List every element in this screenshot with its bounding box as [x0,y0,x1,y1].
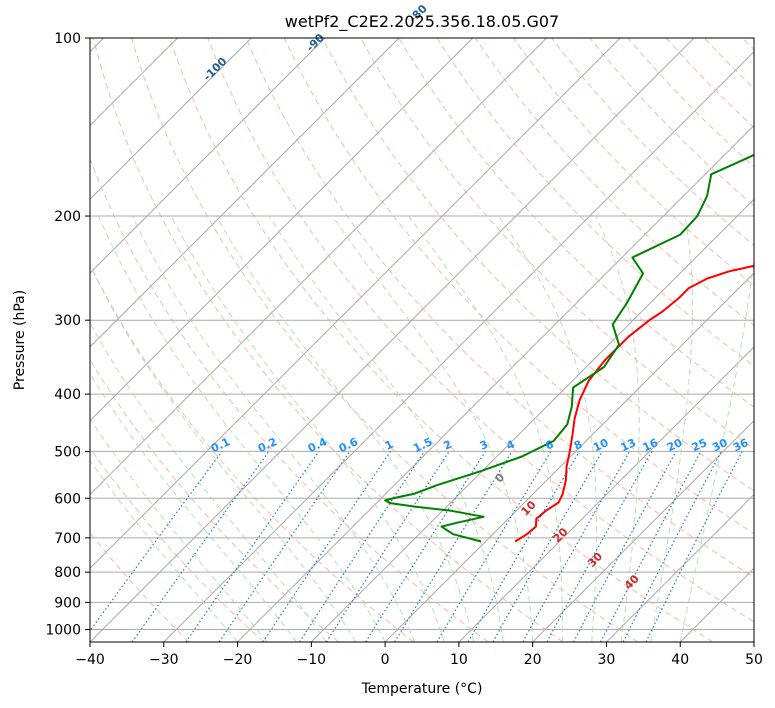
dry-adiabat-line [90,263,414,642]
dry-adiabat-line [131,38,639,642]
x-tick-label: −10 [297,652,327,668]
moist-adiabat-line [408,215,563,642]
isotherm-line [384,272,754,642]
axis-ticks: −40 −30 −20 −10 0 10 20 30 40 50 100 200 300 400 500 60… [45,31,763,668]
isotherm-line [532,419,754,642]
moist-adiabat-line [650,215,693,642]
y-tick-label: 600 [54,491,81,507]
mixing-ratio-label: 25 [690,436,709,454]
mixing-ratio-line [325,451,450,642]
moist-adiabat-line [90,459,238,642]
mixing-ratio-line [218,451,351,642]
mixing-ratio-label: 30 [710,436,730,454]
mixing-ratio-line [572,451,677,642]
y-axis-label: Pressure (hPa) [12,290,28,390]
x-tick-label: −30 [149,652,179,668]
x-tick-label: 50 [745,652,763,668]
y-tick-label: 300 [54,313,81,329]
isotherm-line [90,38,326,274]
moist-adiabat-line [332,215,534,642]
moist-adiabat-line [90,264,357,642]
dry-adiabat-line [92,38,564,642]
mixing-ratio-line [131,451,270,642]
mixing-ratio-label: 36 [731,436,751,454]
moist-adiabat-line [90,322,327,642]
dry-adiabat-line [245,38,754,578]
x-tick-label: 20 [524,652,542,668]
y-tick-label: 700 [54,531,81,547]
y-tick-label: 100 [54,31,81,47]
moist-adiabat-line [98,215,386,642]
mixing-ratio-line [436,451,552,642]
x-tick-label: 30 [598,652,616,668]
x-axis-label: Temperature (°C) [361,681,483,697]
moist-adiabat-line [170,215,445,642]
dry-adiabat-line [90,447,265,642]
isotherm-line [606,493,754,642]
moist-adiabat-line [90,372,297,642]
dry-adiabat-line [283,38,754,535]
mixing-ratio-line [394,451,513,642]
mixing-ratio-line [90,451,223,632]
dry-adiabat-line [207,38,754,623]
moist-adiabat-line [268,215,504,642]
isotherm-line [237,124,754,642]
isotherm-line [90,38,695,642]
moist-adiabat-line [215,215,475,642]
y-tick-label: 400 [54,387,81,403]
mixing-ratio-label: 10 [591,436,611,454]
mixing-ratio-line [365,451,486,642]
y-tick-label: 1000 [45,622,81,638]
isotherm-line [458,346,754,642]
dry-adiabat-line [627,38,754,168]
dry-adiabat-line [360,38,754,450]
dry-adiabat-line [512,38,754,286]
data-series [384,153,754,543]
y-tick-label: 800 [54,565,81,581]
dry-adiabat-line [551,38,754,246]
dry-adiabat-line [322,38,754,492]
x-tick-label: −20 [223,652,253,668]
moist-adiabat-line [132,215,416,642]
isotherm-line [90,38,547,496]
moist-adiabat-line [90,417,268,642]
mixing-ratio-label: 20 [665,436,685,454]
isotherm-line [90,38,621,569]
dry-adiabat-line [398,38,754,408]
x-tick-label: 0 [381,652,390,668]
isotherm-line [90,38,252,201]
y-tick-label: 900 [54,595,81,611]
moist-adiabat-line [679,254,754,642]
mixing-ratio-label: 16 [641,436,661,454]
mixing-ratio-line [546,451,653,642]
dry-adiabat-line [436,38,754,367]
mixing-ratio-label: 13 [619,436,638,454]
mixing-ratio-line [467,451,581,642]
isotherm-line [90,38,474,422]
y-tick-label: 500 [54,444,81,460]
plot-frame [89,37,755,643]
y-tick-label: 200 [54,209,81,225]
temperature-profile-line [514,264,754,543]
moist-adiabat-line [595,215,640,642]
mixing-ratio-line [522,451,631,642]
isotherm-line [163,51,754,642]
background-lines [90,38,754,642]
dry-adiabat-line [169,38,713,642]
dewpoint-profile-line [384,153,754,543]
chart-title: wetPf2_C2E2.2025.356.18.05.G07 [285,12,559,32]
x-tick-label: 40 [671,652,689,668]
isotherm-line [90,38,400,348]
x-tick-label: −40 [75,652,105,668]
mixing-ratio-line [492,451,603,642]
x-tick-label: 10 [450,652,468,668]
